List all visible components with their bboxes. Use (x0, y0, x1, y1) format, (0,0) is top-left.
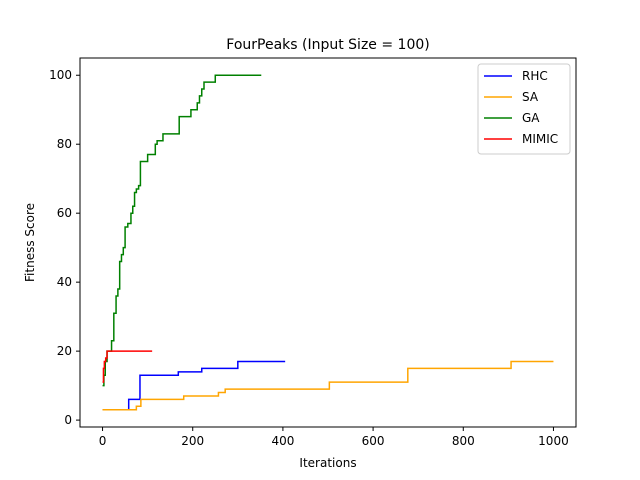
x-tick-label: 200 (181, 434, 204, 448)
x-tick-label: 800 (452, 434, 475, 448)
legend: RHC SA GA MIMIC (477, 63, 571, 155)
legend-label-rhc: RHC (522, 69, 548, 83)
axes-frame (79, 57, 577, 428)
y-tick-label: 20 (57, 344, 72, 358)
x-axis-ticks: 0 200 400 600 800 1000 (99, 427, 569, 448)
x-tick-label: 400 (271, 434, 294, 448)
series-line-rhc (102, 360, 286, 411)
legend-label-sa: SA (522, 90, 539, 104)
y-axis-ticks: 0 20 40 60 80 100 (49, 68, 80, 427)
legend-label-mimic: MIMIC (522, 132, 558, 146)
y-tick-label: 60 (57, 206, 72, 220)
y-tick-label: 100 (49, 68, 72, 82)
chart-title: FourPeaks (Input Size = 100) (226, 37, 429, 53)
legend-box (477, 63, 571, 155)
plot-lines (102, 74, 554, 411)
series-line-sa (102, 360, 554, 411)
series-line-ga (102, 74, 262, 387)
x-tick-label: 1000 (538, 434, 569, 448)
legend-label-ga: GA (522, 111, 540, 125)
y-tick-label: 40 (57, 275, 72, 289)
x-axis-label: Iterations (299, 456, 356, 470)
y-axis-label: Fitness Score (23, 203, 37, 282)
y-tick-label: 80 (57, 137, 72, 151)
y-tick-label: 0 (64, 413, 72, 427)
series-line-mimic (102, 350, 153, 383)
x-tick-label: 600 (362, 434, 385, 448)
x-tick-label: 0 (99, 434, 107, 448)
